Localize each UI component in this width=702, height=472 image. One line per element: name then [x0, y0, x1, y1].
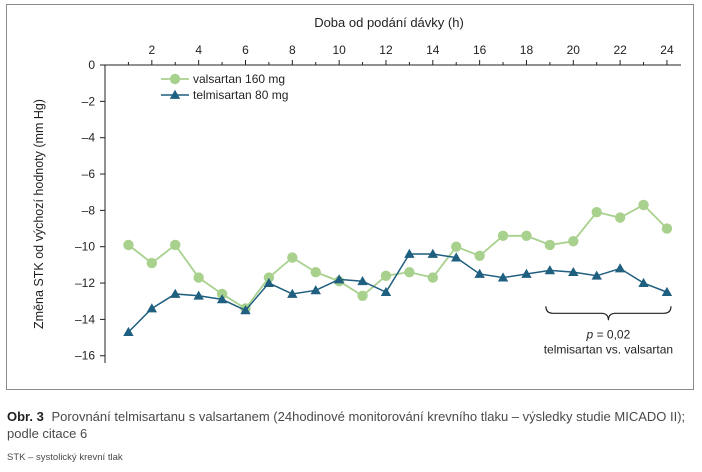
- caption-text: Porovnání telmisartanu s valsartanem (24…: [7, 409, 686, 441]
- p-value: = 0,02: [593, 327, 630, 341]
- data-point: [591, 206, 602, 218]
- data-point: [521, 268, 532, 278]
- data-point: [474, 268, 485, 278]
- x-tick-label: 10: [332, 43, 346, 57]
- data-point: [638, 277, 649, 287]
- y-tick-label: –6: [82, 167, 96, 181]
- p-value-label: p = 0,02: [586, 327, 631, 341]
- x-axis-title: Doba od podání dávky (h): [314, 15, 464, 30]
- data-point: [310, 285, 321, 295]
- data-point: [568, 236, 579, 247]
- data-point: [193, 290, 204, 300]
- data-point: [451, 252, 462, 262]
- data-point: [170, 288, 181, 298]
- data-point: [263, 272, 275, 283]
- data-point: [333, 274, 345, 284]
- data-point: [146, 303, 158, 313]
- data-point: [544, 265, 556, 275]
- data-point: [123, 326, 134, 337]
- y-tick-label: –16: [75, 349, 95, 363]
- data-point: [123, 239, 134, 251]
- y-axis-title: Změna STK od výchozí hodnoty (mm Hg): [32, 99, 46, 329]
- x-tick-label: 2: [148, 43, 155, 57]
- series-line: [127, 203, 668, 310]
- data-point: [451, 241, 462, 252]
- data-point: [380, 286, 392, 297]
- data-point: [357, 290, 368, 301]
- y-tick-label: –12: [75, 276, 95, 290]
- x-tick-label: 4: [195, 43, 202, 57]
- x-tick-label: 18: [520, 43, 534, 57]
- data-point: [591, 270, 602, 280]
- legend-marker-telmisartan: [169, 89, 181, 99]
- x-tick-label: 12: [379, 43, 393, 57]
- data-point: [310, 266, 321, 278]
- x-tick-label: 20: [567, 43, 581, 57]
- x-tick-label: 8: [289, 43, 296, 57]
- legend-label-valsartan: valsartan 160 mg: [193, 72, 285, 86]
- data-point: [521, 230, 532, 242]
- data-point: [614, 212, 626, 223]
- chart-axes: 0–2–4–6–8–10–12–14–162 4 6 8 10 12 14 16 18 20 22 2…: [32, 15, 681, 363]
- x-tick-label: 14: [426, 43, 440, 57]
- footnote: STK – systolický krevní tlak: [7, 452, 123, 463]
- line-chart: 0–2–4–6–8–10–12–14–162 4 6 8 10 12 14 16 18 20 22 2…: [32, 15, 681, 363]
- legend-marker-valsartan: [169, 73, 181, 85]
- x-tick-label: 16: [473, 43, 487, 57]
- data-point: [427, 248, 439, 258]
- caption-label: Obr. 3: [7, 409, 44, 424]
- data-point: [170, 239, 181, 251]
- data-point: [404, 248, 415, 258]
- data-point: [146, 257, 158, 269]
- data-point: [544, 239, 556, 251]
- series-telmisartan: [123, 248, 673, 337]
- figure-caption: Obr. 3 Porovnání telmisartanu s valsarta…: [7, 408, 695, 442]
- data-point: [216, 288, 228, 300]
- y-tick-label: –10: [75, 240, 95, 254]
- data-point: [287, 288, 298, 298]
- figure-frame: 0 –2 –4 –6 –8 –10 –12 –14 –16 2 4 6 8 10 12 14 16 18 20 22 2…: [6, 4, 694, 390]
- series-line: [127, 253, 668, 333]
- data-point: [287, 252, 298, 263]
- y-tick-label: –14: [75, 312, 95, 326]
- data-point: [193, 272, 204, 283]
- data-point: [263, 277, 275, 287]
- x-tick-label: 6: [242, 43, 249, 57]
- data-point: [240, 305, 251, 315]
- data-point: [614, 263, 626, 273]
- significance-bracket: [545, 306, 672, 321]
- y-tick-label: 0: [88, 58, 95, 72]
- data-point: [427, 272, 439, 283]
- series-valsartan: [123, 199, 673, 314]
- comparison-label: telmisartan vs. valsartan: [544, 342, 673, 356]
- y-tick-label: –2: [82, 94, 96, 108]
- y-tick-label: –8: [82, 203, 96, 217]
- data-point: [568, 266, 579, 277]
- data-point: [638, 199, 649, 211]
- chart-legend: valsartan 160 mg telmisartan 80 mg: [161, 72, 288, 102]
- y-tick-label: –4: [82, 131, 96, 145]
- chart-series: [123, 199, 673, 337]
- data-point: [404, 266, 415, 278]
- data-point: [661, 286, 673, 297]
- x-tick-label: 24: [660, 43, 674, 57]
- data-point: [216, 294, 228, 304]
- data-point: [497, 272, 509, 282]
- x-tick-label: 22: [613, 43, 627, 57]
- data-point: [661, 223, 673, 234]
- data-point: [380, 270, 392, 281]
- data-point: [474, 250, 485, 261]
- p-symbol: p: [586, 327, 594, 341]
- data-point: [357, 276, 368, 286]
- data-point: [497, 230, 509, 242]
- legend-label-telmisartan: telmisartan 80 mg: [193, 88, 288, 102]
